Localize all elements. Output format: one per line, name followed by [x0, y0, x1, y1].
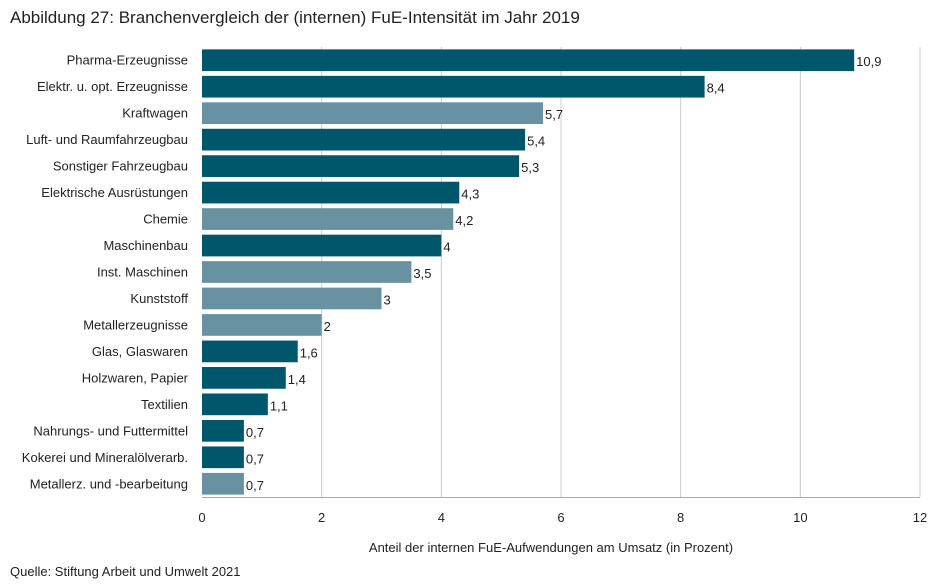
- bar: [202, 287, 382, 310]
- bar-chart: Pharma-Erzeugnisse Elektr. u. opt. Erzeug…: [22, 47, 927, 555]
- category-labels: Pharma-Erzeugnisse Elektr. u. opt. Erzeug…: [22, 53, 189, 492]
- category-label: Metallerzeugnisse: [83, 317, 188, 332]
- bar: [202, 393, 268, 416]
- category-label: Pharma-Erzeugnisse: [67, 53, 188, 68]
- bar: [202, 314, 322, 336]
- bars: [202, 49, 855, 495]
- category-label: Nahrungs- und Futtermittel: [33, 423, 188, 438]
- value-label: 0,7: [246, 478, 264, 493]
- category-label: Maschinenbau: [103, 238, 188, 253]
- bar: [202, 208, 454, 230]
- category-label: Elektrische Ausrüstungen: [41, 185, 188, 200]
- value-label: 2: [324, 319, 331, 334]
- value-label: 10,9: [856, 54, 881, 69]
- bar: [202, 419, 244, 442]
- x-tick-label: 0: [198, 510, 205, 525]
- x-tick-label: 2: [318, 510, 325, 525]
- category-label: Textilien: [141, 397, 188, 412]
- x-axis-label: Anteil der internen FuE-Aufwendungen am …: [369, 540, 733, 555]
- bar: [202, 102, 544, 125]
- source-note: Quelle: Stiftung Arbeit und Umwelt 2021: [10, 564, 241, 579]
- value-label: 4,2: [455, 213, 473, 228]
- value-label: 1,4: [288, 372, 306, 387]
- bar: [202, 49, 855, 72]
- bar: [202, 367, 286, 389]
- x-tick-label: 4: [438, 510, 445, 525]
- value-label: 4: [443, 240, 450, 255]
- bar: [202, 446, 244, 469]
- bar: [202, 472, 244, 495]
- value-label: 0,7: [246, 451, 264, 466]
- bar: [202, 75, 705, 98]
- category-label: Chemie: [143, 212, 188, 227]
- bar: [202, 128, 526, 151]
- bar: [202, 234, 442, 257]
- category-label: Elektr. u. opt. Erzeugnisse: [37, 79, 188, 94]
- bar: [202, 181, 460, 204]
- category-label: Glas, Glaswaren: [92, 344, 188, 359]
- x-tick-label: 12: [913, 510, 927, 525]
- bar: [202, 155, 520, 177]
- value-label: 5,3: [521, 160, 539, 175]
- value-label: 3,5: [413, 266, 431, 281]
- value-label: 4,3: [461, 187, 479, 202]
- value-label: 0,7: [246, 425, 264, 440]
- value-label: 1,1: [270, 398, 288, 413]
- value-label: 5,7: [545, 107, 563, 122]
- x-tick-label: 6: [557, 510, 564, 525]
- value-label: 1,6: [300, 345, 318, 360]
- chart-title: Abbildung 27: Branchenvergleich der (int…: [10, 8, 580, 27]
- category-label: Kunststoff: [130, 291, 188, 306]
- category-label: Luft- und Raumfahrzeugbau: [26, 132, 188, 147]
- bar: [202, 261, 412, 283]
- category-label: Kraftwagen: [122, 106, 188, 121]
- bar: [202, 340, 298, 363]
- category-label: Sonstiger Fahrzeugbau: [53, 159, 188, 174]
- value-label: 5,4: [527, 134, 545, 149]
- category-label: Metallerz. und -bearbeitung: [30, 476, 188, 491]
- x-tick-label: 10: [793, 510, 807, 525]
- value-label: 8,4: [707, 81, 725, 96]
- category-label: Kokerei und Mineralölverarb.: [22, 450, 188, 465]
- value-label: 3: [384, 292, 391, 307]
- x-tick-label: 8: [677, 510, 684, 525]
- category-label: Holzwaren, Papier: [82, 370, 189, 385]
- value-labels: 10,9 8,4 5,75,4 5,3 4,3 4,2 4 3,5 3 2 1,6 1,41,1 0,7…: [246, 54, 882, 493]
- x-tick-labels: 0 2 4 6 8 10 12: [198, 510, 927, 525]
- category-label: Inst. Maschinen: [97, 265, 188, 280]
